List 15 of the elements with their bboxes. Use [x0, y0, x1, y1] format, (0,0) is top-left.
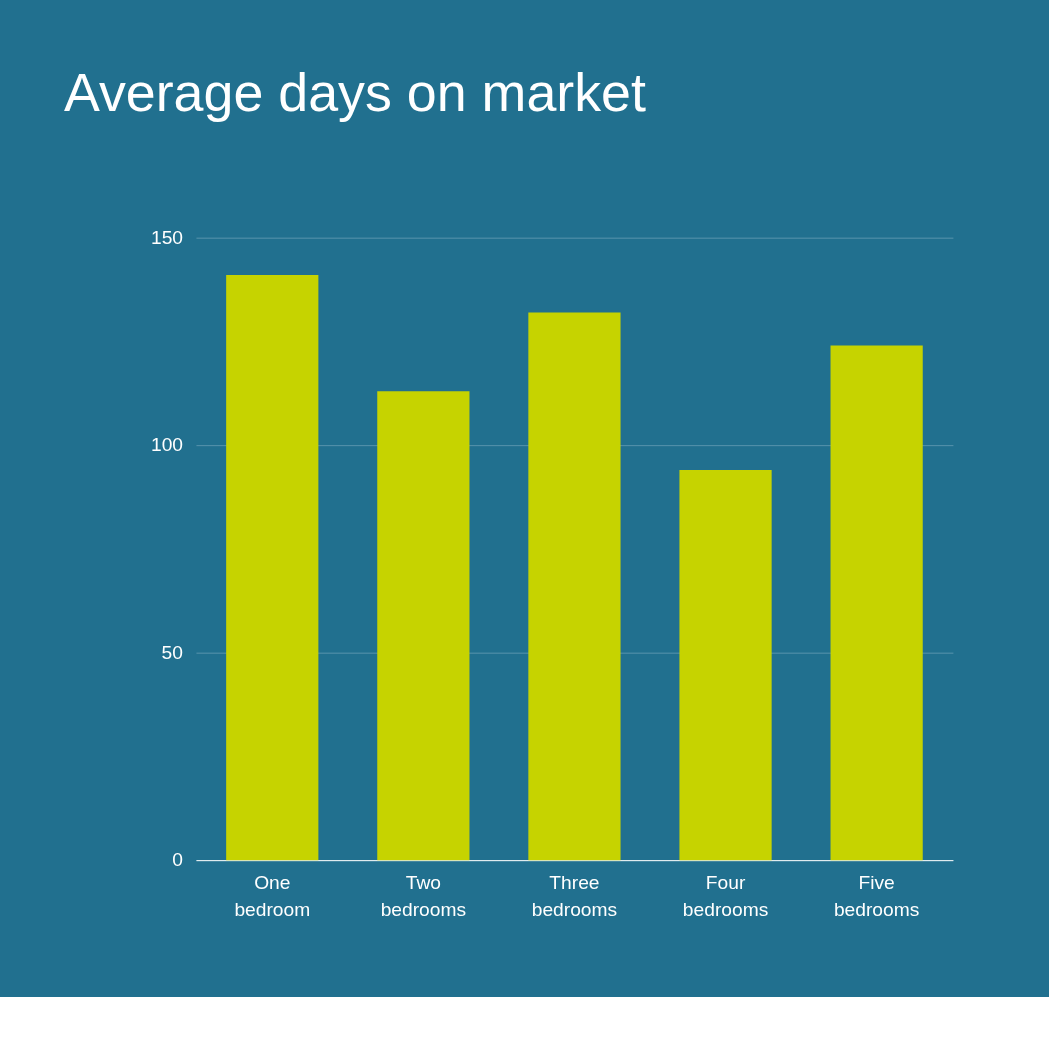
- bar: [377, 391, 470, 861]
- bar: [528, 312, 621, 861]
- x-tick-label: Two bedrooms: [380, 872, 467, 921]
- y-tick-label: 150: [150, 226, 183, 248]
- bar: [679, 470, 772, 861]
- x-tick-label: Five bedrooms: [833, 872, 920, 921]
- x-tick-label: Three bedrooms: [531, 872, 618, 921]
- y-tick-label: 0: [172, 849, 183, 871]
- chart-title: Average days on market: [64, 61, 647, 122]
- y-tick-label: 50: [161, 641, 183, 663]
- x-tick-label: Four bedrooms: [682, 872, 769, 921]
- bar: [226, 275, 319, 861]
- y-tick-label: 100: [150, 434, 183, 456]
- bar: [830, 345, 923, 861]
- x-tick-label: One bedroom: [234, 872, 311, 921]
